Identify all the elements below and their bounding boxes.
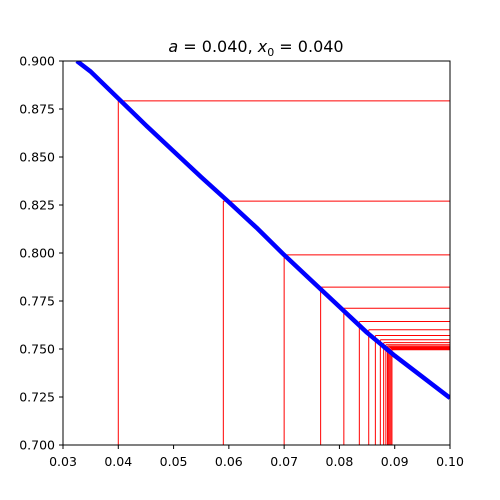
map-curve bbox=[75, 61, 450, 400]
x-tick-label-3: 0.06 bbox=[215, 454, 243, 469]
x-tick-label-0: 0.03 bbox=[49, 454, 77, 469]
y-tick-label-1: 0.725 bbox=[19, 390, 55, 405]
cobweb-lines bbox=[117, 100, 450, 445]
title-x-value: = 0.040 bbox=[274, 37, 343, 56]
y-tick-label-3: 0.775 bbox=[19, 294, 55, 309]
x-tick-label-2: 0.05 bbox=[160, 454, 188, 469]
y-tick-label-7: 0.875 bbox=[19, 102, 55, 117]
x-tick-label-5: 0.08 bbox=[326, 454, 354, 469]
y-axis: 0.700 0.725 0.750 0.775 0.800 0.825 0.850 0.875… bbox=[19, 54, 63, 453]
title-a-value: = 0.040, bbox=[178, 37, 258, 56]
x-tick-label-1: 0.04 bbox=[104, 454, 132, 469]
x-tick-label-7: 0.10 bbox=[436, 454, 464, 469]
y-tick-label-6: 0.850 bbox=[19, 150, 55, 165]
x-tick-label-6: 0.09 bbox=[381, 454, 409, 469]
y-tick-label-4: 0.800 bbox=[19, 246, 55, 261]
chart-title: a = 0.040, x0 = 0.040 bbox=[168, 37, 343, 59]
x-tick-label-4: 0.07 bbox=[270, 454, 298, 469]
title-x-subscript: 0 bbox=[267, 46, 274, 59]
x-axis: 0.03 0.04 0.05 0.06 0.07 0.08 0.09 0.10 bbox=[49, 445, 464, 469]
y-tick-label-2: 0.750 bbox=[19, 342, 55, 357]
y-tick-label-8: 0.900 bbox=[19, 54, 55, 69]
title-a-label: a bbox=[168, 37, 178, 56]
title-x-label: x bbox=[257, 37, 268, 56]
series-line-0 bbox=[75, 61, 450, 400]
y-tick-label-0: 0.700 bbox=[19, 438, 55, 453]
y-tick-label-5: 0.825 bbox=[19, 198, 55, 213]
